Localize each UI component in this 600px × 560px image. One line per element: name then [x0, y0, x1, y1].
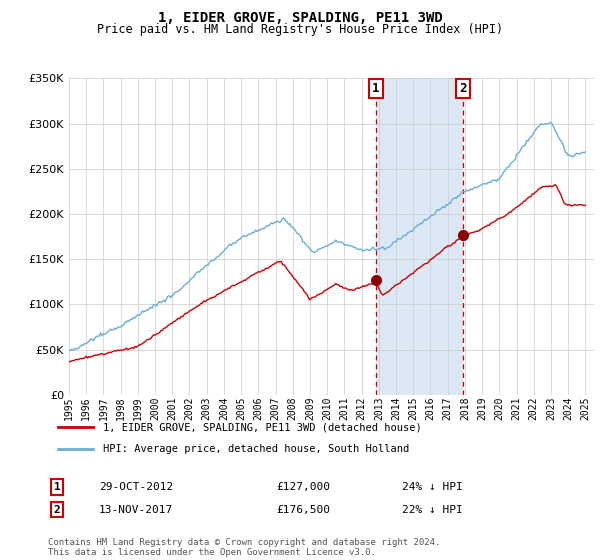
Text: 2: 2 — [53, 505, 61, 515]
Bar — [376, 78, 463, 395]
Text: 1: 1 — [372, 82, 380, 95]
Text: 2: 2 — [459, 82, 466, 95]
Text: 1: 1 — [53, 482, 61, 492]
Text: HPI: Average price, detached house, South Holland: HPI: Average price, detached house, Sout… — [103, 444, 410, 454]
Text: Price paid vs. HM Land Registry's House Price Index (HPI): Price paid vs. HM Land Registry's House … — [97, 22, 503, 36]
Text: 24% ↓ HPI: 24% ↓ HPI — [402, 482, 463, 492]
Text: £127,000: £127,000 — [276, 482, 330, 492]
Text: 1, EIDER GROVE, SPALDING, PE11 3WD (detached house): 1, EIDER GROVE, SPALDING, PE11 3WD (deta… — [103, 422, 422, 432]
Text: 29-OCT-2012: 29-OCT-2012 — [99, 482, 173, 492]
Text: 13-NOV-2017: 13-NOV-2017 — [99, 505, 173, 515]
Text: 1, EIDER GROVE, SPALDING, PE11 3WD: 1, EIDER GROVE, SPALDING, PE11 3WD — [158, 11, 442, 25]
Text: Contains HM Land Registry data © Crown copyright and database right 2024.
This d: Contains HM Land Registry data © Crown c… — [48, 538, 440, 557]
Text: £176,500: £176,500 — [276, 505, 330, 515]
Text: 22% ↓ HPI: 22% ↓ HPI — [402, 505, 463, 515]
